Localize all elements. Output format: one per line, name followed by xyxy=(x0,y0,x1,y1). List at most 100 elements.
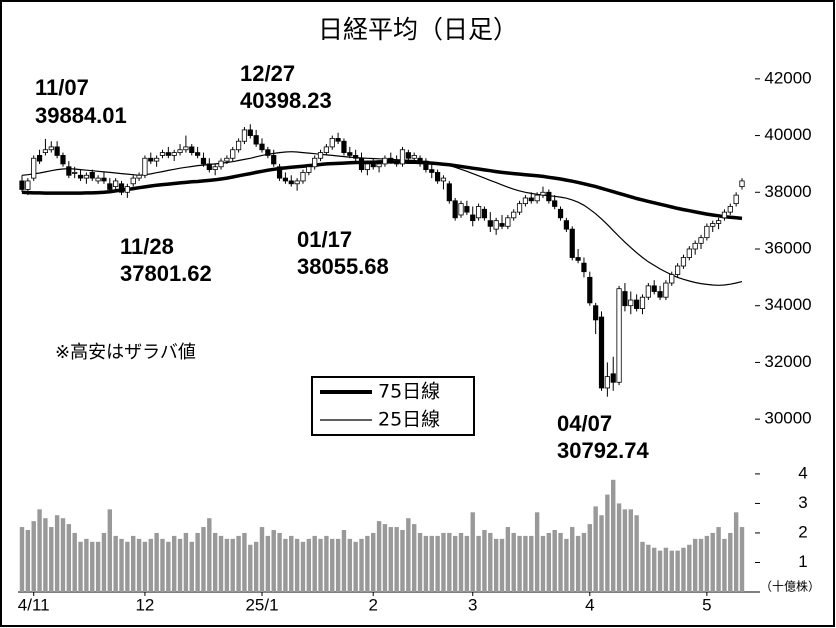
candle-body xyxy=(19,180,25,190)
volume-bar xyxy=(171,535,177,592)
candle-body xyxy=(253,135,259,145)
volume-bar xyxy=(376,521,382,592)
x-tick-label: 2 xyxy=(368,595,377,614)
annotation-value: 40398.23 xyxy=(240,88,332,113)
volume-bar xyxy=(452,535,458,592)
candle-body xyxy=(429,169,435,173)
legend-label: 25日線 xyxy=(378,409,440,431)
candle-body xyxy=(417,157,423,162)
annotation-value: 37801.62 xyxy=(120,261,212,286)
volume-bar xyxy=(347,538,353,592)
candle-body xyxy=(230,149,236,159)
candle-body xyxy=(329,138,335,148)
volume-bar xyxy=(183,532,189,592)
candle-body xyxy=(154,157,160,162)
volume-bar xyxy=(54,515,60,592)
candle-body xyxy=(72,172,78,174)
candle-body xyxy=(575,257,581,261)
volume-bar xyxy=(534,512,540,592)
volume-bar xyxy=(698,538,704,592)
plot: 300003200034000360003800040000420001234（… xyxy=(18,68,820,614)
candle-body xyxy=(282,177,289,182)
candle-body xyxy=(118,183,125,193)
volume-bar xyxy=(37,509,42,592)
candle-body xyxy=(218,160,224,168)
candle-body xyxy=(206,163,212,170)
candle-body xyxy=(546,191,552,202)
candle-body xyxy=(511,211,517,219)
volume-bar xyxy=(189,541,194,592)
volume-bar xyxy=(218,535,224,592)
volume-bar xyxy=(101,532,107,592)
candle-body xyxy=(634,299,640,309)
y-tick-label: 32000 xyxy=(764,352,811,371)
volume-bar xyxy=(417,532,423,592)
candle-body xyxy=(113,180,119,188)
candle-body xyxy=(394,160,400,165)
candle-body xyxy=(66,166,72,176)
volume-bar xyxy=(84,538,89,592)
volume-bar xyxy=(570,527,575,592)
volume-bar xyxy=(66,524,72,592)
volume-bar xyxy=(722,538,727,592)
annotation-value: 39884.01 xyxy=(35,103,127,128)
candle-body xyxy=(306,166,312,173)
volume-bar xyxy=(511,532,516,592)
volume-bar xyxy=(499,538,505,592)
candle-body xyxy=(364,163,370,170)
x-tick-label: 12 xyxy=(135,595,154,614)
y-tick-label: 36000 xyxy=(764,238,811,257)
legend xyxy=(311,376,475,436)
candle-body xyxy=(341,140,347,153)
candle-body xyxy=(265,149,271,156)
candle-body xyxy=(534,194,540,202)
volume-bar xyxy=(271,530,276,592)
volume-bar xyxy=(242,532,247,592)
volume-bar xyxy=(488,532,493,592)
volume-bar xyxy=(505,527,511,592)
candle-body xyxy=(130,177,136,185)
candle-body xyxy=(540,191,546,196)
candle-body xyxy=(159,152,166,156)
candle-body xyxy=(505,217,511,227)
candle-body xyxy=(370,163,376,168)
volume-bar xyxy=(651,547,657,592)
volume-bar xyxy=(201,527,206,592)
volume-bar xyxy=(60,518,66,592)
candle-body xyxy=(212,166,218,170)
volume-bar xyxy=(177,538,183,592)
volume-bar xyxy=(593,506,598,592)
candle-body xyxy=(440,177,447,182)
volume-bar xyxy=(382,524,388,592)
candle-body xyxy=(376,163,382,168)
y-tick-label: 34000 xyxy=(764,295,811,314)
volume-bar xyxy=(458,532,464,592)
candle-body xyxy=(727,206,733,213)
volume-bar xyxy=(341,530,347,592)
candle-body xyxy=(136,174,142,179)
y-tick-label: 40000 xyxy=(764,125,811,144)
volume-bar xyxy=(160,538,165,592)
candle-body xyxy=(587,276,593,304)
candle-body xyxy=(31,157,37,179)
candle-body xyxy=(54,146,60,156)
candle-body xyxy=(733,194,739,205)
candle-body xyxy=(353,155,359,159)
volume-bar xyxy=(236,535,241,592)
candle-body xyxy=(171,152,177,156)
volume-bar xyxy=(411,524,417,592)
volume-bar xyxy=(43,518,48,592)
annotation-date: 01/17 xyxy=(297,227,352,252)
candle-body xyxy=(458,203,464,216)
volume-bar xyxy=(19,527,25,592)
volume-bar xyxy=(253,541,259,592)
candle-body xyxy=(107,183,113,190)
candle-body xyxy=(481,208,488,219)
volume-bar xyxy=(687,544,692,592)
candle-body xyxy=(604,376,610,389)
volume-bar xyxy=(148,538,153,592)
volume-bar xyxy=(324,535,329,592)
candle-body xyxy=(470,214,476,222)
candle-body xyxy=(552,200,558,207)
